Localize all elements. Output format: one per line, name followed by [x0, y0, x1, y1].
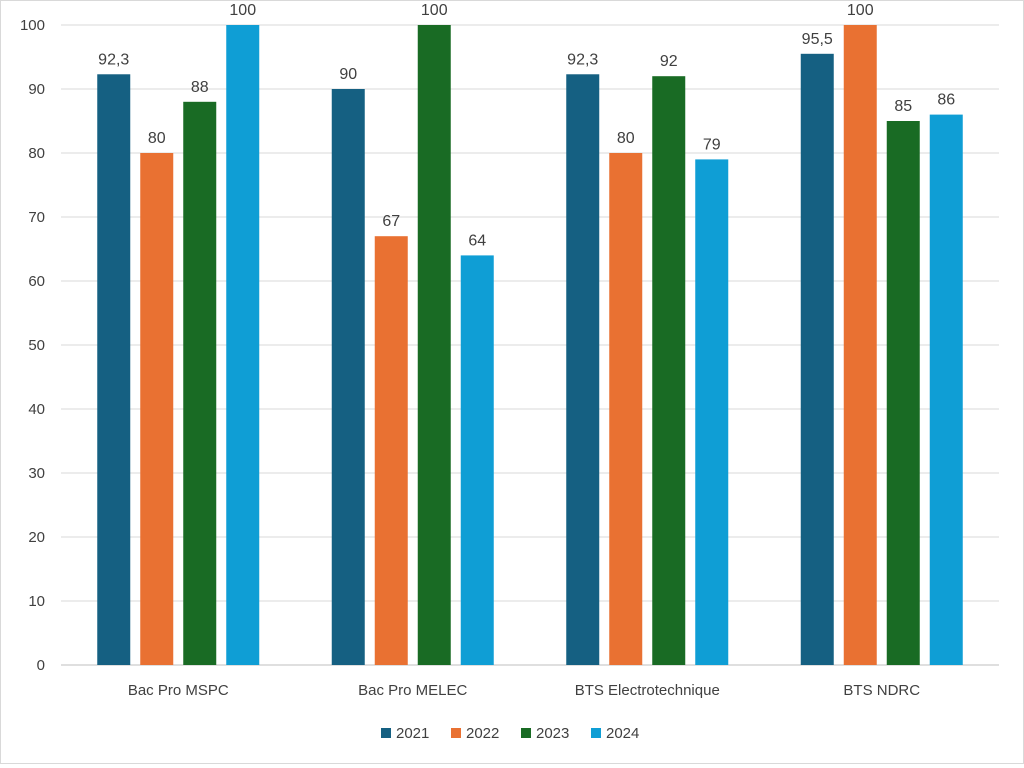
- data-label: 80: [617, 130, 635, 147]
- data-label: 79: [703, 136, 721, 153]
- data-label: 90: [339, 66, 357, 83]
- bar-2023: [886, 121, 920, 665]
- bar-2024: [929, 114, 963, 666]
- bar-2022: [609, 153, 643, 665]
- y-tick-label: 20: [28, 529, 45, 546]
- bar-2021: [800, 53, 834, 666]
- bar-2023: [183, 101, 217, 666]
- y-tick-label: 10: [28, 593, 45, 610]
- data-labels: 92,3 80 88 100 90 67 100 64 92,3 80 92 79 95,5 100 85 8…: [98, 2, 955, 249]
- category-label: BTS Electrotechnique: [575, 682, 720, 699]
- bar-2021: [331, 89, 365, 665]
- y-tick-label: 30: [28, 465, 45, 482]
- data-label: 100: [229, 2, 256, 19]
- data-label: 92,3: [567, 51, 598, 68]
- bar-2024: [226, 25, 260, 665]
- bar-2023: [417, 25, 451, 665]
- y-tick-label: 40: [28, 401, 45, 418]
- bar-2023: [652, 76, 686, 665]
- category-label: Bac Pro MELEC: [358, 682, 467, 699]
- y-tick-label: 60: [28, 273, 45, 290]
- legend: 2021 2022 2023 2024: [381, 725, 639, 742]
- legend-swatch: [591, 728, 601, 738]
- data-label: 100: [421, 2, 448, 19]
- category-label: Bac Pro MSPC: [128, 682, 229, 699]
- bar-2024: [695, 159, 729, 665]
- bar-2022: [140, 153, 174, 665]
- y-axis-ticks: 0 10 20 30 40 50 60 70 80 90 100: [20, 17, 45, 674]
- legend-label: 2021: [396, 725, 429, 742]
- bar-2022: [374, 236, 408, 665]
- data-label: 67: [382, 213, 400, 230]
- data-label: 100: [847, 2, 874, 19]
- y-tick-label: 50: [28, 337, 45, 354]
- gridlines: [61, 24, 999, 666]
- y-tick-label: 80: [28, 145, 45, 162]
- y-tick-label: 70: [28, 209, 45, 226]
- bar-2022: [843, 25, 877, 665]
- legend-swatch: [381, 728, 391, 738]
- data-label: 64: [468, 232, 486, 249]
- data-label: 80: [148, 130, 166, 147]
- x-axis-categories: Bac Pro MSPC Bac Pro MELEC BTS Electrotech…: [128, 682, 920, 699]
- y-tick-label: 100: [20, 17, 45, 34]
- data-label: 88: [191, 79, 209, 96]
- bars: [97, 25, 963, 666]
- data-label: 85: [894, 98, 912, 115]
- bar-2024: [460, 255, 494, 665]
- bar-2021: [97, 74, 131, 665]
- data-label: 92: [660, 53, 678, 70]
- y-tick-label: 0: [37, 657, 45, 674]
- data-label: 92,3: [98, 51, 129, 68]
- legend-label: 2024: [606, 725, 639, 742]
- data-label: 95,5: [802, 31, 833, 48]
- y-tick-label: 90: [28, 81, 45, 98]
- legend-swatch: [451, 728, 461, 738]
- legend-swatch: [521, 728, 531, 738]
- legend-label: 2023: [536, 725, 569, 742]
- data-label: 86: [937, 92, 955, 109]
- legend-label: 2022: [466, 725, 499, 742]
- bar-2021: [566, 74, 600, 665]
- category-label: BTS NDRC: [843, 682, 920, 699]
